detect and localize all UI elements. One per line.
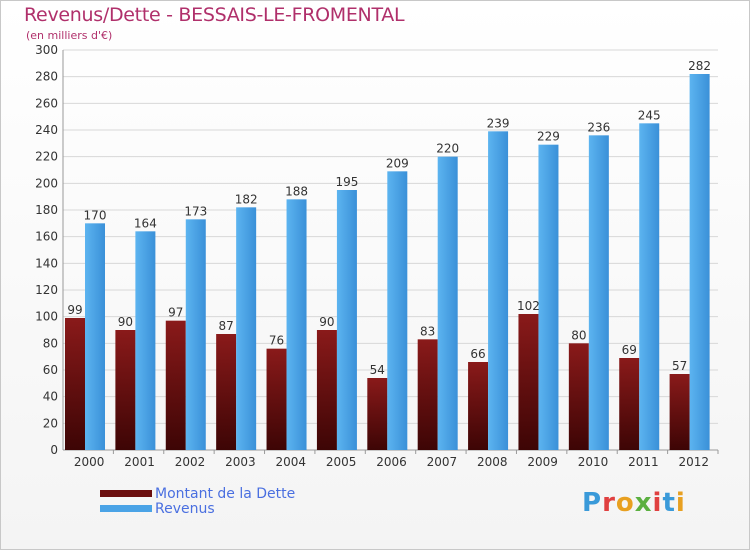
bar-dette: [568, 343, 589, 450]
bar-revenus: [387, 171, 408, 451]
bar-dette: [216, 334, 237, 450]
bar-revenus: [85, 223, 105, 450]
y-tick-label: 220: [35, 150, 58, 164]
data-label-dette: 90: [319, 315, 334, 329]
y-tick-label: 60: [43, 363, 58, 377]
legend-item-revenus: Revenus: [100, 500, 295, 517]
x-tick-label: 2008: [477, 455, 508, 469]
legend-swatch-revenus: [100, 505, 152, 512]
x-tick-label: 2009: [527, 455, 558, 469]
y-tick-label: 20: [43, 416, 58, 430]
bar-dette: [266, 348, 287, 450]
y-tick-label: 40: [43, 390, 58, 404]
bar-revenus: [135, 231, 156, 450]
data-label-revenus: 195: [335, 175, 358, 189]
bar-revenus: [336, 190, 357, 450]
bar-dette: [316, 330, 337, 450]
bar-dette: [468, 362, 489, 450]
x-tick-label: 2006: [376, 455, 407, 469]
bar-dette: [65, 318, 85, 450]
bar-revenus: [185, 219, 206, 450]
legend: Montant de la Dette Revenus: [100, 485, 296, 517]
data-label-revenus: 220: [436, 142, 459, 156]
bar-revenus: [588, 135, 609, 451]
bar-dette: [669, 374, 690, 450]
x-tick-label: 2010: [578, 455, 609, 469]
data-label-revenus: 245: [638, 108, 661, 122]
x-tick-label: 2005: [326, 455, 357, 469]
legend-item-dette: Montant de la Dette: [100, 485, 296, 502]
bar-dette: [367, 378, 388, 450]
y-tick-label: 80: [43, 336, 58, 350]
legend-label-revenus: Revenus: [155, 500, 215, 517]
y-tick-label: 260: [35, 96, 58, 110]
bar-revenus: [286, 199, 307, 450]
bar-dette: [518, 314, 539, 450]
data-label-revenus: 170: [84, 208, 107, 222]
y-tick-label: 280: [35, 70, 58, 84]
chart-title: Revenus/Dette - BESSAIS-LE-FROMENTAL: [24, 4, 405, 26]
bar-revenus: [689, 74, 710, 450]
data-label-dette: 87: [219, 319, 234, 333]
data-label-dette: 102: [517, 299, 540, 313]
bar-dette: [165, 320, 186, 450]
data-label-dette: 66: [470, 347, 485, 361]
data-label-revenus: 229: [537, 130, 560, 144]
y-tick-label: 240: [35, 123, 58, 137]
data-label-dette: 97: [168, 306, 183, 320]
bar-dette: [417, 339, 438, 450]
data-label-dette: 99: [67, 303, 82, 317]
y-tick-label: 120: [35, 283, 58, 297]
data-label-dette: 80: [571, 328, 586, 342]
legend-swatch-dette: [100, 490, 152, 497]
y-tick-label: 160: [35, 230, 58, 244]
x-tick-label: 2004: [275, 455, 306, 469]
x-tick-label: 2007: [427, 455, 458, 469]
data-label-dette: 83: [420, 324, 435, 338]
bar-revenus: [236, 207, 257, 450]
y-tick-label: 0: [50, 443, 58, 457]
y-tick-label: 140: [35, 256, 58, 270]
chart-subtitle: (en milliers d'€): [26, 29, 113, 42]
bar-revenus: [538, 144, 559, 450]
x-tick-label: 2001: [124, 455, 155, 469]
x-tick-label: 2011: [628, 455, 659, 469]
y-tick-label: 300: [35, 43, 58, 57]
data-label-revenus: 236: [587, 120, 610, 134]
data-label-revenus: 282: [688, 59, 711, 73]
bar-revenus: [488, 131, 509, 451]
bar-revenus: [437, 156, 458, 450]
data-label-revenus: 164: [134, 216, 157, 230]
bar-revenus: [639, 123, 660, 450]
data-label-dette: 69: [622, 343, 637, 357]
bar-dette: [115, 330, 136, 450]
data-label-dette: 54: [370, 363, 385, 377]
x-tick-label: 2000: [74, 455, 105, 469]
x-tick-label: 2012: [679, 455, 710, 469]
data-label-dette: 90: [118, 315, 133, 329]
data-label-dette: 57: [672, 359, 687, 373]
data-label-revenus: 182: [235, 192, 258, 206]
y-tick-label: 180: [35, 203, 58, 217]
data-label-dette: 76: [269, 334, 284, 348]
data-label-revenus: 188: [285, 184, 308, 198]
x-tick-label: 2002: [175, 455, 206, 469]
proxiti-logo: Proxiti: [582, 488, 686, 518]
data-label-revenus: 173: [184, 204, 207, 218]
bar-dette: [619, 358, 640, 450]
legend-label-dette: Montant de la Dette: [155, 485, 296, 502]
x-tick-label: 2003: [225, 455, 256, 469]
y-tick-label: 200: [35, 176, 58, 190]
data-label-revenus: 209: [386, 156, 409, 170]
data-label-revenus: 239: [487, 116, 510, 130]
y-tick-label: 100: [35, 310, 58, 324]
